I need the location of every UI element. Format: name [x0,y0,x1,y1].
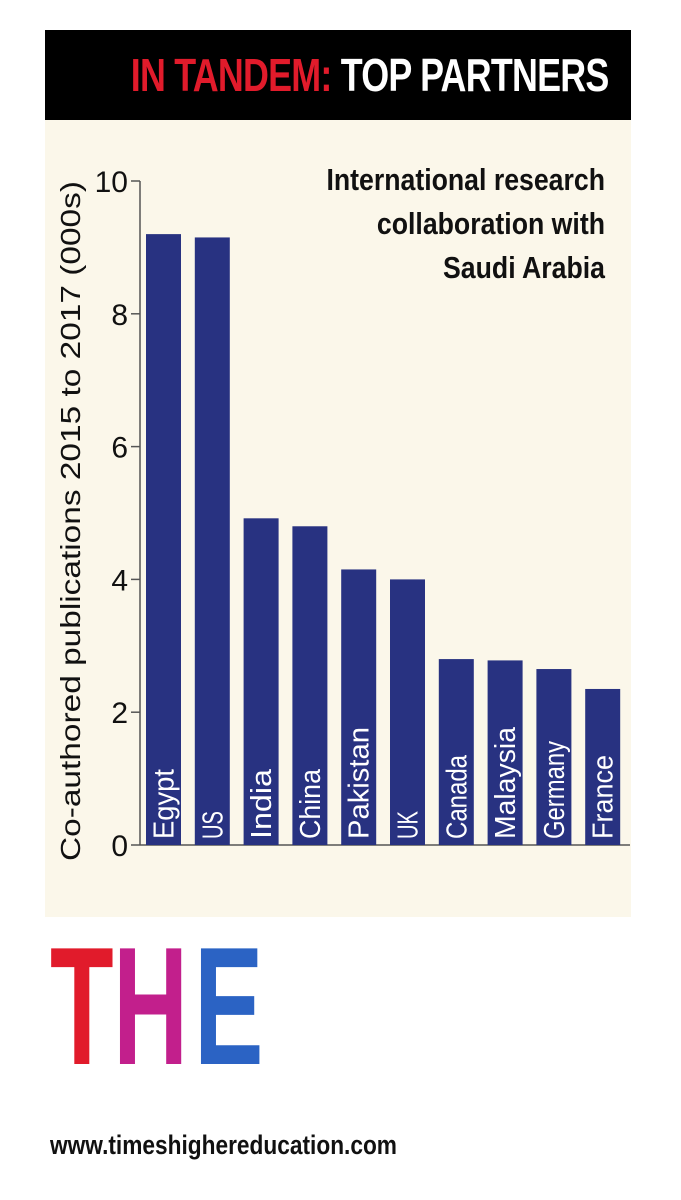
bar-us [194,237,230,845]
category-labels: Egypt US India China Pakistan UK Canada Malaysi… [149,726,620,839]
bar-uk [390,579,425,845]
y-axis-label: Co-authored publications 2015 to 2017 (0… [55,181,86,861]
header-title: IN TANDEM: TOP PARTNERS [131,48,610,102]
the-logo: T H E [50,912,266,1100]
y-tick-label: 0 [111,830,128,863]
y-tick-label: 4 [111,564,128,597]
category-label-uk: UK [393,811,425,839]
category-label-india: India [246,768,278,839]
footer-url[interactable]: www.timeshighereducation.com [50,1130,397,1160]
bar-china [292,526,328,845]
bar-india [243,518,279,845]
bar-malaysia [487,660,523,845]
category-label-pakistan: Pakistan [344,727,376,839]
logo-letter-h: H [112,912,188,1100]
category-label-canada: Canada [441,754,473,839]
chart-panel [45,120,631,917]
category-label-egypt: Egypt [149,769,181,839]
bar-egypt [146,234,181,845]
y-tick-label: 2 [111,697,128,730]
bars-group [146,234,621,845]
header-title-red: IN TANDEM: [131,49,333,101]
category-label-china: China [295,768,327,839]
y-tick-label: 8 [111,299,128,332]
y-tick-label: 10 [95,166,128,199]
bar-france [585,688,621,845]
category-label-germany: Germany [539,741,571,839]
logo-letter-t: T [50,912,114,1100]
y-tick-label: 6 [111,432,128,465]
header-banner: IN TANDEM: TOP PARTNERS [45,30,631,120]
header-title-white: TOP PARTNERS [341,49,610,101]
logo-letter-e: E [193,912,264,1100]
bar-germany [536,669,572,845]
bar-pakistan [341,569,377,845]
chart-title: International research collaboration wit… [326,162,605,285]
bar-canada [438,659,474,845]
category-label-malaysia: Malaysia [490,726,522,839]
bar-chart: 0 2 4 6 8 10 Egypt US India China Pakistan UK Canad… [55,166,630,863]
category-label-france: France [588,755,620,839]
category-label-us: US [197,811,229,839]
